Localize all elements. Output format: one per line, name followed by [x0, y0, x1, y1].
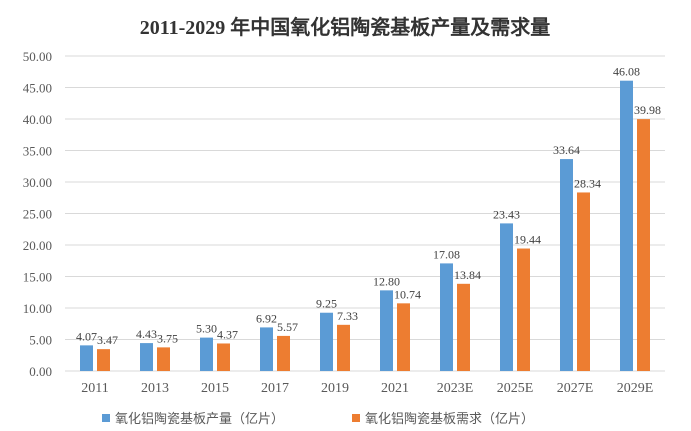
bar-production	[380, 290, 393, 371]
data-label: 12.80	[373, 274, 400, 288]
bar-demand	[637, 119, 650, 371]
x-tick-label: 2023E	[437, 381, 474, 396]
data-label: 7.33	[337, 309, 358, 323]
bar-production	[500, 223, 513, 371]
bar-production	[140, 343, 153, 371]
y-tick-label: 15.00	[23, 270, 52, 285]
bar-demand	[337, 324, 350, 371]
x-tick-label: 2025E	[497, 381, 534, 396]
data-label: 4.37	[217, 327, 238, 341]
bar-production	[560, 159, 573, 371]
y-tick-label: 35.00	[23, 144, 52, 159]
data-label: 28.34	[574, 176, 601, 190]
y-tick-label: 20.00	[23, 238, 52, 253]
data-label: 6.92	[256, 311, 277, 325]
y-tick-label: 0.00	[29, 364, 52, 379]
data-label: 9.25	[316, 297, 337, 311]
bar-demand	[457, 283, 470, 371]
data-label: 46.08	[613, 65, 640, 79]
bar-demand	[397, 303, 410, 371]
bar-production	[320, 312, 333, 371]
x-tick-label: 2015	[201, 381, 229, 396]
y-tick-label: 30.00	[23, 175, 52, 190]
x-tick-label: 2021	[381, 381, 409, 396]
bar-demand	[217, 343, 230, 371]
bar-demand	[577, 192, 590, 371]
y-tick-label: 25.00	[23, 207, 52, 222]
x-tick-label: 2017	[261, 381, 289, 396]
x-tick-label: 2019	[321, 381, 349, 396]
bar-production	[200, 337, 213, 371]
data-label: 5.57	[277, 320, 298, 334]
data-label: 3.75	[157, 331, 178, 345]
y-tick-label: 45.00	[23, 81, 52, 96]
legend-label: 氧化铝陶瓷基板产量（亿片）	[115, 411, 284, 427]
data-label: 13.84	[454, 268, 481, 282]
bar-production	[80, 345, 93, 371]
legend-swatch	[102, 414, 110, 422]
bar-demand	[517, 248, 530, 371]
y-tick-label: 5.00	[29, 333, 52, 348]
x-tick-label: 2011	[81, 381, 108, 396]
bar-production	[440, 263, 453, 371]
x-tick-label: 2029E	[617, 381, 654, 396]
data-label: 17.08	[433, 247, 460, 261]
bar-production	[620, 80, 633, 372]
bar-production	[260, 327, 273, 371]
legend-label: 氧化铝陶瓷基板需求（亿片）	[365, 411, 534, 427]
legend-swatch	[352, 414, 360, 422]
data-label: 39.98	[634, 103, 661, 117]
bar-demand	[277, 335, 290, 371]
y-tick-label: 40.00	[23, 112, 52, 127]
y-tick-label: 50.00	[23, 49, 52, 64]
data-label: 5.30	[196, 322, 217, 336]
bar-demand	[97, 349, 110, 371]
chart-title: 2011-2029 年中国氧化铝陶瓷基板产量及需求量	[140, 15, 551, 39]
data-label: 10.74	[394, 287, 421, 301]
data-label: 4.43	[136, 327, 157, 341]
bar-demand	[157, 347, 170, 371]
y-tick-label: 10.00	[23, 301, 52, 316]
data-label: 23.43	[493, 207, 520, 221]
data-label: 33.64	[553, 143, 580, 157]
data-label: 4.07	[76, 329, 97, 343]
data-label: 3.47	[97, 333, 118, 347]
data-label: 19.44	[514, 233, 541, 247]
x-tick-label: 2027E	[557, 381, 594, 396]
x-tick-label: 2013	[141, 381, 169, 396]
